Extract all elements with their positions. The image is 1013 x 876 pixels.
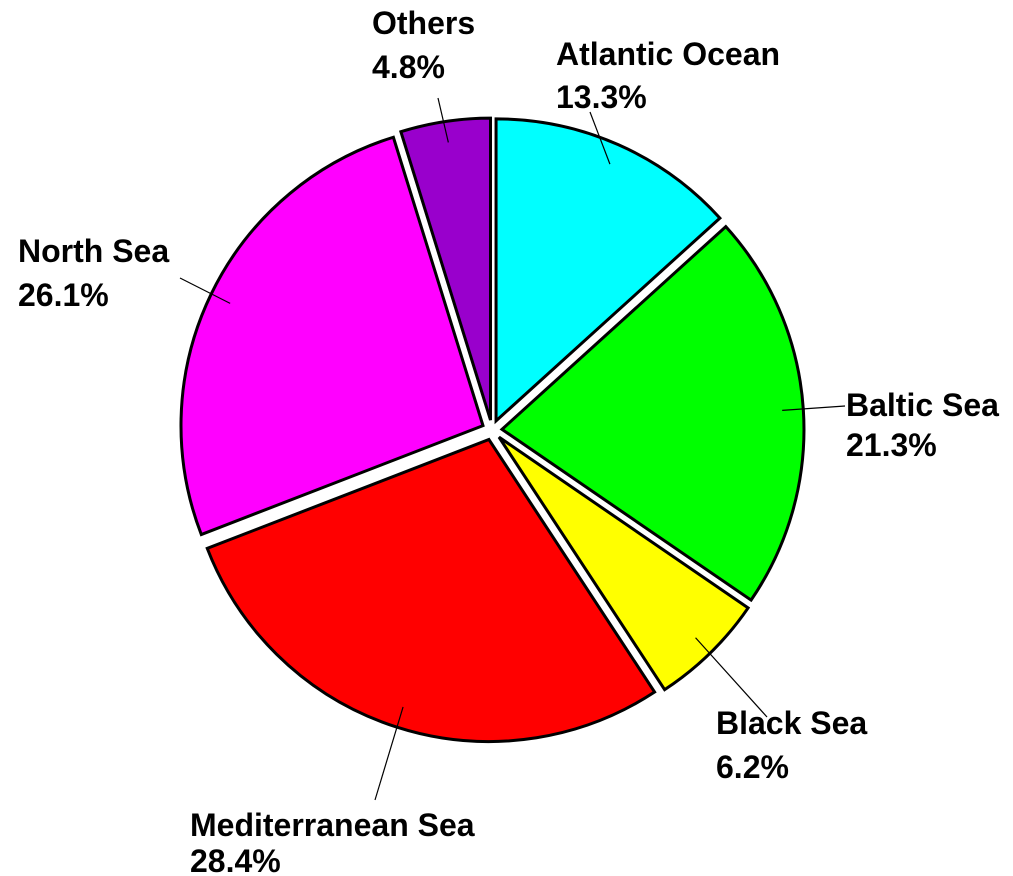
leader-line-others	[437, 97, 449, 143]
leader-line-baltic-sea	[782, 405, 846, 411]
slice-name-label-others: Others	[372, 5, 475, 41]
leader-lines-layer	[179, 97, 846, 801]
slice-name-label-black-sea: Black Sea	[716, 705, 867, 741]
leader-line-atlantic-ocean	[589, 111, 611, 165]
slice-name-label-mediterranean-sea: Mediterranean Sea	[190, 807, 475, 843]
slice-value-label-mediterranean-sea: 28.4%	[190, 843, 281, 876]
slice-value-label-north-sea: 26.1%	[18, 277, 109, 313]
pie-slice-others	[399, 116, 492, 421]
slice-value-label-baltic-sea: 21.3%	[846, 427, 937, 463]
slice-name-label-atlantic-ocean: Atlantic Ocean	[556, 36, 780, 72]
slice-value-label-atlantic-ocean: 13.3%	[556, 79, 647, 115]
leader-line-mediterranean-sea	[374, 706, 404, 801]
pie-slice-atlantic-ocean	[494, 117, 723, 425]
slices-layer	[179, 116, 806, 743]
slice-name-label-baltic-sea: Baltic Sea	[846, 387, 999, 423]
slice-value-label-others: 4.8%	[372, 49, 445, 85]
leader-line-north-sea	[179, 277, 231, 304]
pie-slice-black-sea	[497, 435, 751, 692]
labels-layer: Atlantic Ocean 13.3% Baltic Sea 21.3% Black …	[18, 5, 999, 876]
slice-value-label-black-sea: 6.2%	[716, 749, 789, 785]
leader-line-black-sea	[695, 637, 768, 718]
slice-name-label-north-sea: North Sea	[18, 233, 169, 269]
